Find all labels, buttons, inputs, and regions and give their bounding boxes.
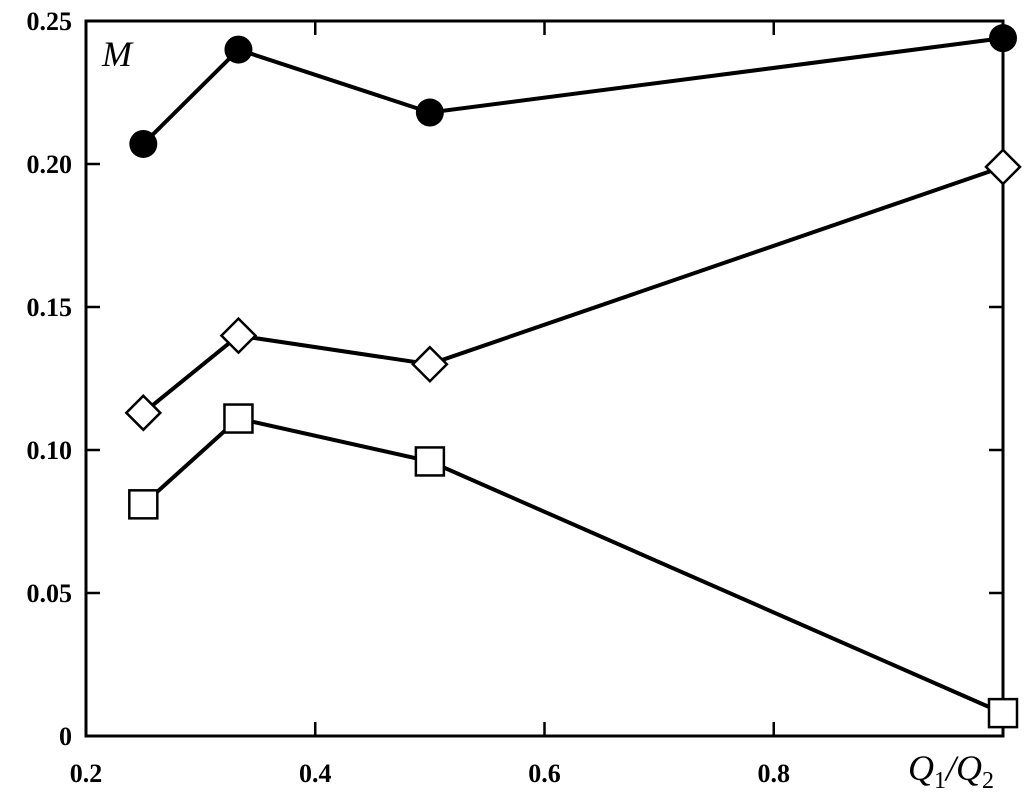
y-tick-label: 0.10 [27,436,73,465]
series-layer [124,24,1022,729]
x-tick-label: 0.2 [70,759,103,788]
data-point-diamond [219,316,258,355]
data-point-circle [224,35,253,64]
series-3 [128,403,1019,729]
y-tick-label: 0.20 [27,150,73,179]
y-tick-label: 0.15 [27,293,73,322]
x-axis-title-slash: / [944,748,959,788]
data-point-diamond [124,394,163,432]
y-tick-label: 0.25 [27,7,73,36]
plot-frame [84,19,1005,738]
series-line [142,164,1004,415]
x-axis-title-sub2: 2 [982,768,994,794]
data-point-circle [129,129,158,158]
data-point-square [987,697,1019,729]
data-point-square [128,489,159,520]
series-2 [124,148,1022,432]
data-point-diamond [984,148,1022,186]
data-point-square [414,446,446,477]
data-point-circle [415,98,444,127]
data-point-diamond [411,345,449,383]
x-axis-title-sub1: 1 [934,768,946,794]
x-axis-title-q2: Q [956,748,982,788]
axis-ticks [84,19,1003,738]
series-line [141,36,1004,146]
x-tick-label: 0.8 [758,759,791,788]
x-tick-label: 0.4 [299,759,332,788]
x-tick-labels: 0.2 0.4 0.6 0.8 [70,759,790,788]
y-tick-label: 0 [59,722,72,751]
x-axis-title: Q1/Q2 [908,748,994,794]
y-tick-labels: 0 0.05 0.10 0.15 0.20 0.25 [27,7,73,751]
x-tick-label: 0.6 [528,759,561,788]
y-tick-label: 0.05 [27,579,73,608]
y-axis-title: M [101,34,134,74]
data-point-square [223,403,254,434]
series-1 [129,24,1017,158]
x-axis-title-q1: Q [908,748,934,788]
data-point-circle [989,24,1017,53]
series-line [141,416,1004,715]
